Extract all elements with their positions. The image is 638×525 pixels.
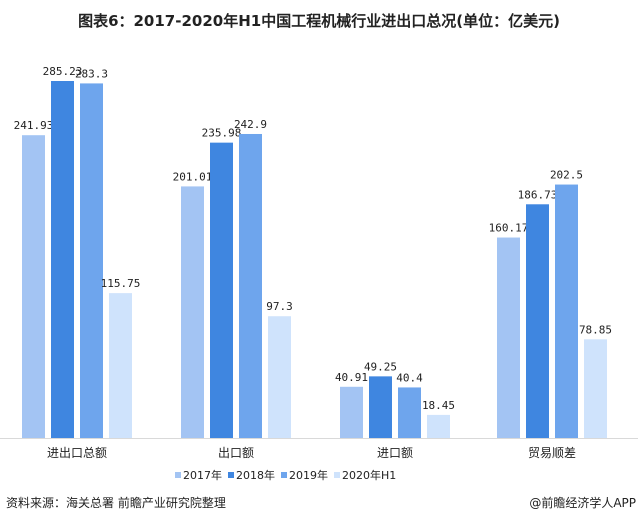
- data-label: 18.45: [422, 399, 455, 412]
- category-label: 出口额: [218, 446, 254, 460]
- data-label: 160.17: [489, 222, 529, 235]
- bar: [80, 83, 103, 439]
- legend-label: 2018年: [236, 468, 275, 482]
- data-label: 40.91: [335, 371, 368, 384]
- data-label: 97.3: [266, 300, 293, 313]
- data-label: 242.9: [234, 118, 267, 131]
- chart-title: 图表6：2017-2020年H1中国工程机械行业进出口总况(单位：亿美元): [78, 12, 560, 30]
- bar: [268, 316, 291, 438]
- legend-swatch: [175, 472, 181, 478]
- legend-label: 2019年: [289, 468, 328, 482]
- data-label: 115.75: [101, 277, 141, 290]
- data-label: 40.4: [396, 371, 423, 384]
- category-label: 进口额: [377, 446, 413, 460]
- bar: [210, 142, 233, 438]
- bar: [109, 293, 132, 438]
- data-label: 283.3: [75, 67, 108, 80]
- legend-label: 2020年H1: [342, 468, 396, 482]
- brand-credit: @前瞻经济学人APP: [529, 496, 636, 510]
- bar: [526, 204, 549, 438]
- bar: [427, 414, 450, 438]
- bar: [584, 339, 607, 438]
- legend-swatch: [228, 472, 234, 478]
- bar: [181, 186, 204, 438]
- bar: [497, 237, 520, 438]
- bar: [239, 133, 262, 438]
- data-label: 78.85: [579, 323, 612, 336]
- bar: [340, 386, 363, 438]
- data-label: 285.23: [43, 65, 83, 78]
- bar: [369, 376, 392, 438]
- category-label: 贸易顺差: [528, 446, 576, 460]
- bar: [555, 184, 578, 438]
- bar: [51, 81, 74, 438]
- data-label: 202.5: [550, 169, 583, 182]
- data-label: 49.25: [364, 360, 397, 373]
- source-note: 资料来源：海关总署 前瞻产业研究院整理: [6, 496, 226, 510]
- legend-swatch: [334, 472, 340, 478]
- data-label: 201.01: [173, 170, 213, 183]
- legend-label: 2017年: [183, 468, 222, 482]
- data-label: 186.73: [518, 188, 558, 201]
- legend-swatch: [281, 472, 287, 478]
- data-label: 241.93: [14, 119, 54, 132]
- data-label: 235.98: [202, 127, 242, 140]
- category-label: 进出口总额: [47, 446, 107, 460]
- bar: [22, 135, 45, 439]
- bar: [398, 387, 421, 438]
